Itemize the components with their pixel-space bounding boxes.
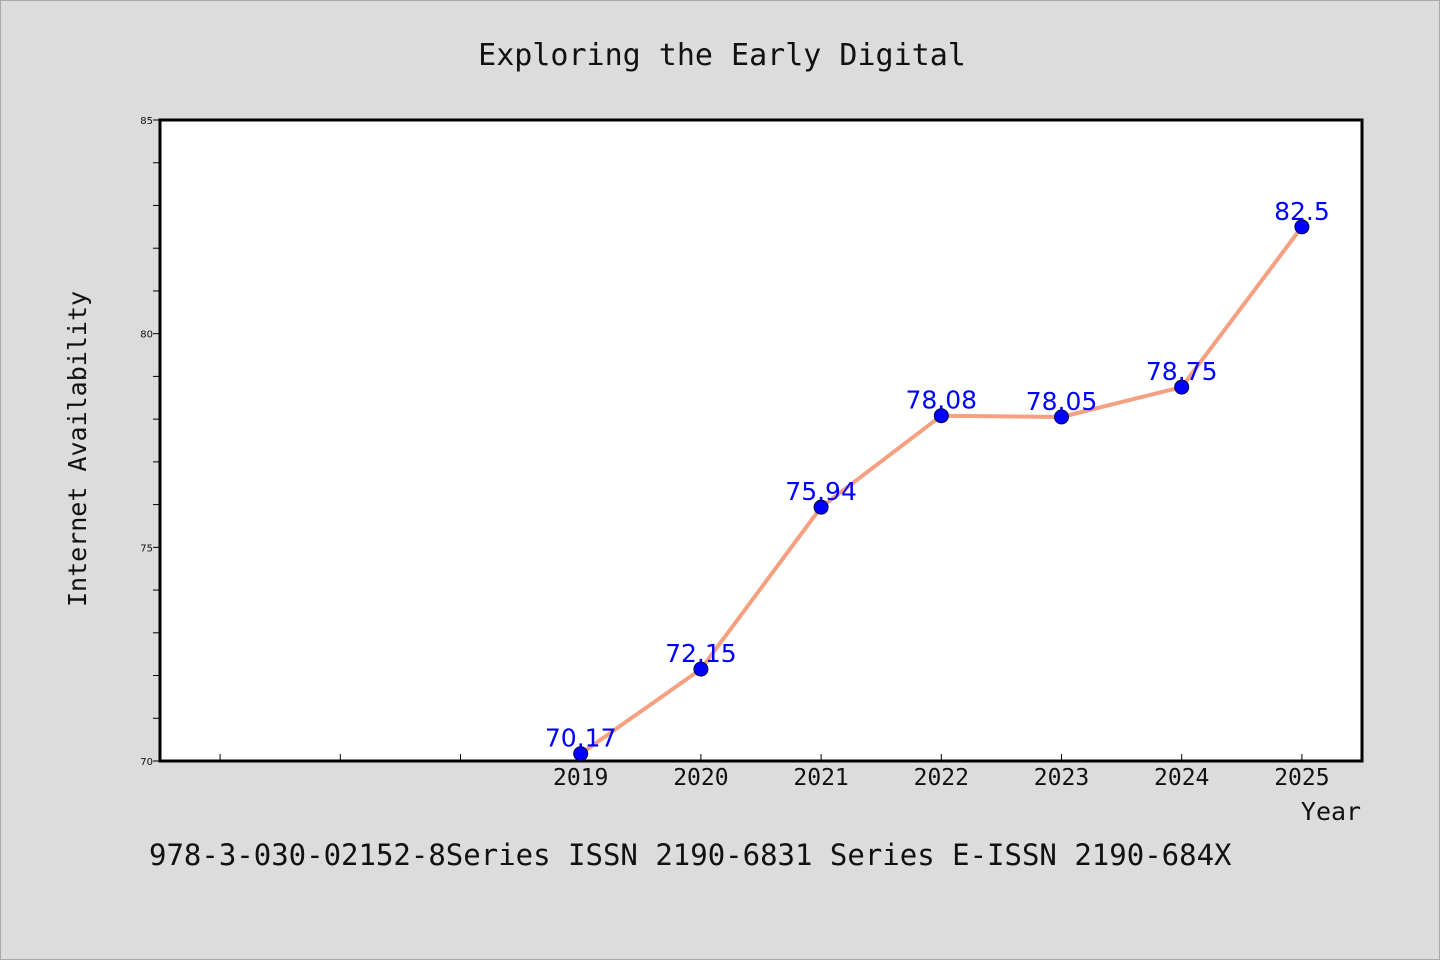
data-point	[1294, 219, 1310, 235]
y-tick-label: 80	[140, 330, 153, 341]
data-point	[1054, 409, 1069, 425]
data-point	[1174, 379, 1190, 395]
data-label: 78.05	[1026, 387, 1098, 416]
x-tick-label: 2024	[1154, 765, 1209, 791]
x-tick-label: 2020	[673, 765, 728, 791]
chart-title: Exploring the Early Digital	[478, 38, 966, 73]
data-label: 78.75	[1146, 357, 1218, 386]
plot-area	[158, 118, 1364, 763]
x-tick-label: 2025	[1274, 765, 1329, 791]
series-internet-availability	[573, 219, 1310, 762]
x-tick-label: 2022	[914, 765, 969, 791]
y-tick-label: 85	[140, 116, 153, 127]
x-tick-label: 2021	[793, 765, 848, 791]
y-tick-label: 75	[140, 543, 153, 554]
y-axis-label: Internet Availability	[63, 291, 92, 607]
x-axis: 2019 2020 2021 2022 2023 2024 2025	[219, 754, 1330, 791]
data-label: 72.15	[665, 639, 737, 668]
x-axis-label: Year	[1301, 797, 1361, 826]
data-point	[693, 661, 709, 677]
x-tick-label: 2023	[1034, 765, 1089, 791]
x-tick-label: 2019	[553, 765, 608, 791]
data-label: 75.94	[785, 477, 857, 506]
y-tick-label: 70	[140, 757, 153, 768]
footer-note: 978-3-030-02152-8Series ISSN 2190-6831 S…	[149, 838, 1232, 872]
data-labels: 70.17 72.15 75.94 78.08 78.05 78.75 82.5	[545, 197, 1330, 753]
data-label: 78.08	[906, 386, 978, 415]
data-label: 82.5	[1274, 197, 1330, 226]
data-point	[813, 499, 829, 515]
data-point	[573, 746, 589, 762]
y-axis: 70 75 80 85	[140, 116, 160, 768]
data-label: 70.17	[545, 724, 617, 753]
data-point	[933, 408, 949, 424]
